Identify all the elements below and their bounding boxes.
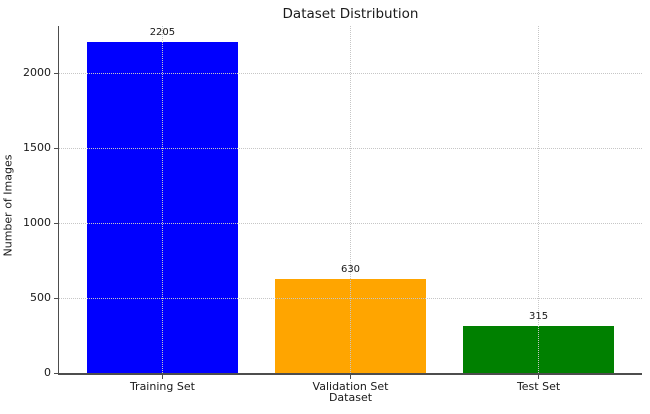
y-tick-mark bbox=[53, 372, 58, 374]
bar-value-label: 630 bbox=[340, 263, 361, 275]
x-tick-mark bbox=[349, 374, 352, 379]
y-tick-mark bbox=[53, 222, 58, 225]
y-tick-label: 2000 bbox=[23, 66, 51, 80]
y-tick-mark bbox=[53, 297, 58, 300]
bar-value-label: 315 bbox=[529, 310, 549, 322]
y-tick-label: 500 bbox=[30, 291, 51, 305]
x-tick-label-training-set: Training Set bbox=[129, 380, 195, 393]
x-axis-spine bbox=[57, 373, 642, 375]
x-gridline bbox=[538, 26, 540, 373]
y-axis-spine bbox=[57, 26, 59, 375]
y-tick-mark bbox=[53, 147, 58, 150]
chart-title: Dataset Distribution bbox=[282, 6, 419, 22]
bar-value-label: 2205 bbox=[149, 27, 176, 39]
x-gridline bbox=[350, 26, 351, 373]
y-tick-label: 0 bbox=[44, 366, 51, 379]
x-gridline bbox=[161, 26, 163, 373]
y-tick-mark bbox=[53, 72, 58, 75]
y-tick-label: 1500 bbox=[23, 141, 51, 155]
x-tick-mark bbox=[537, 374, 540, 379]
y-tick-label: 1000 bbox=[23, 216, 51, 230]
x-tick-mark bbox=[161, 374, 164, 379]
x-tick-label-test-set: Test Set bbox=[516, 380, 561, 393]
x-axis-label: Dataset bbox=[328, 391, 373, 404]
x-tick-label-validation-set: Validation Set bbox=[312, 380, 389, 393]
